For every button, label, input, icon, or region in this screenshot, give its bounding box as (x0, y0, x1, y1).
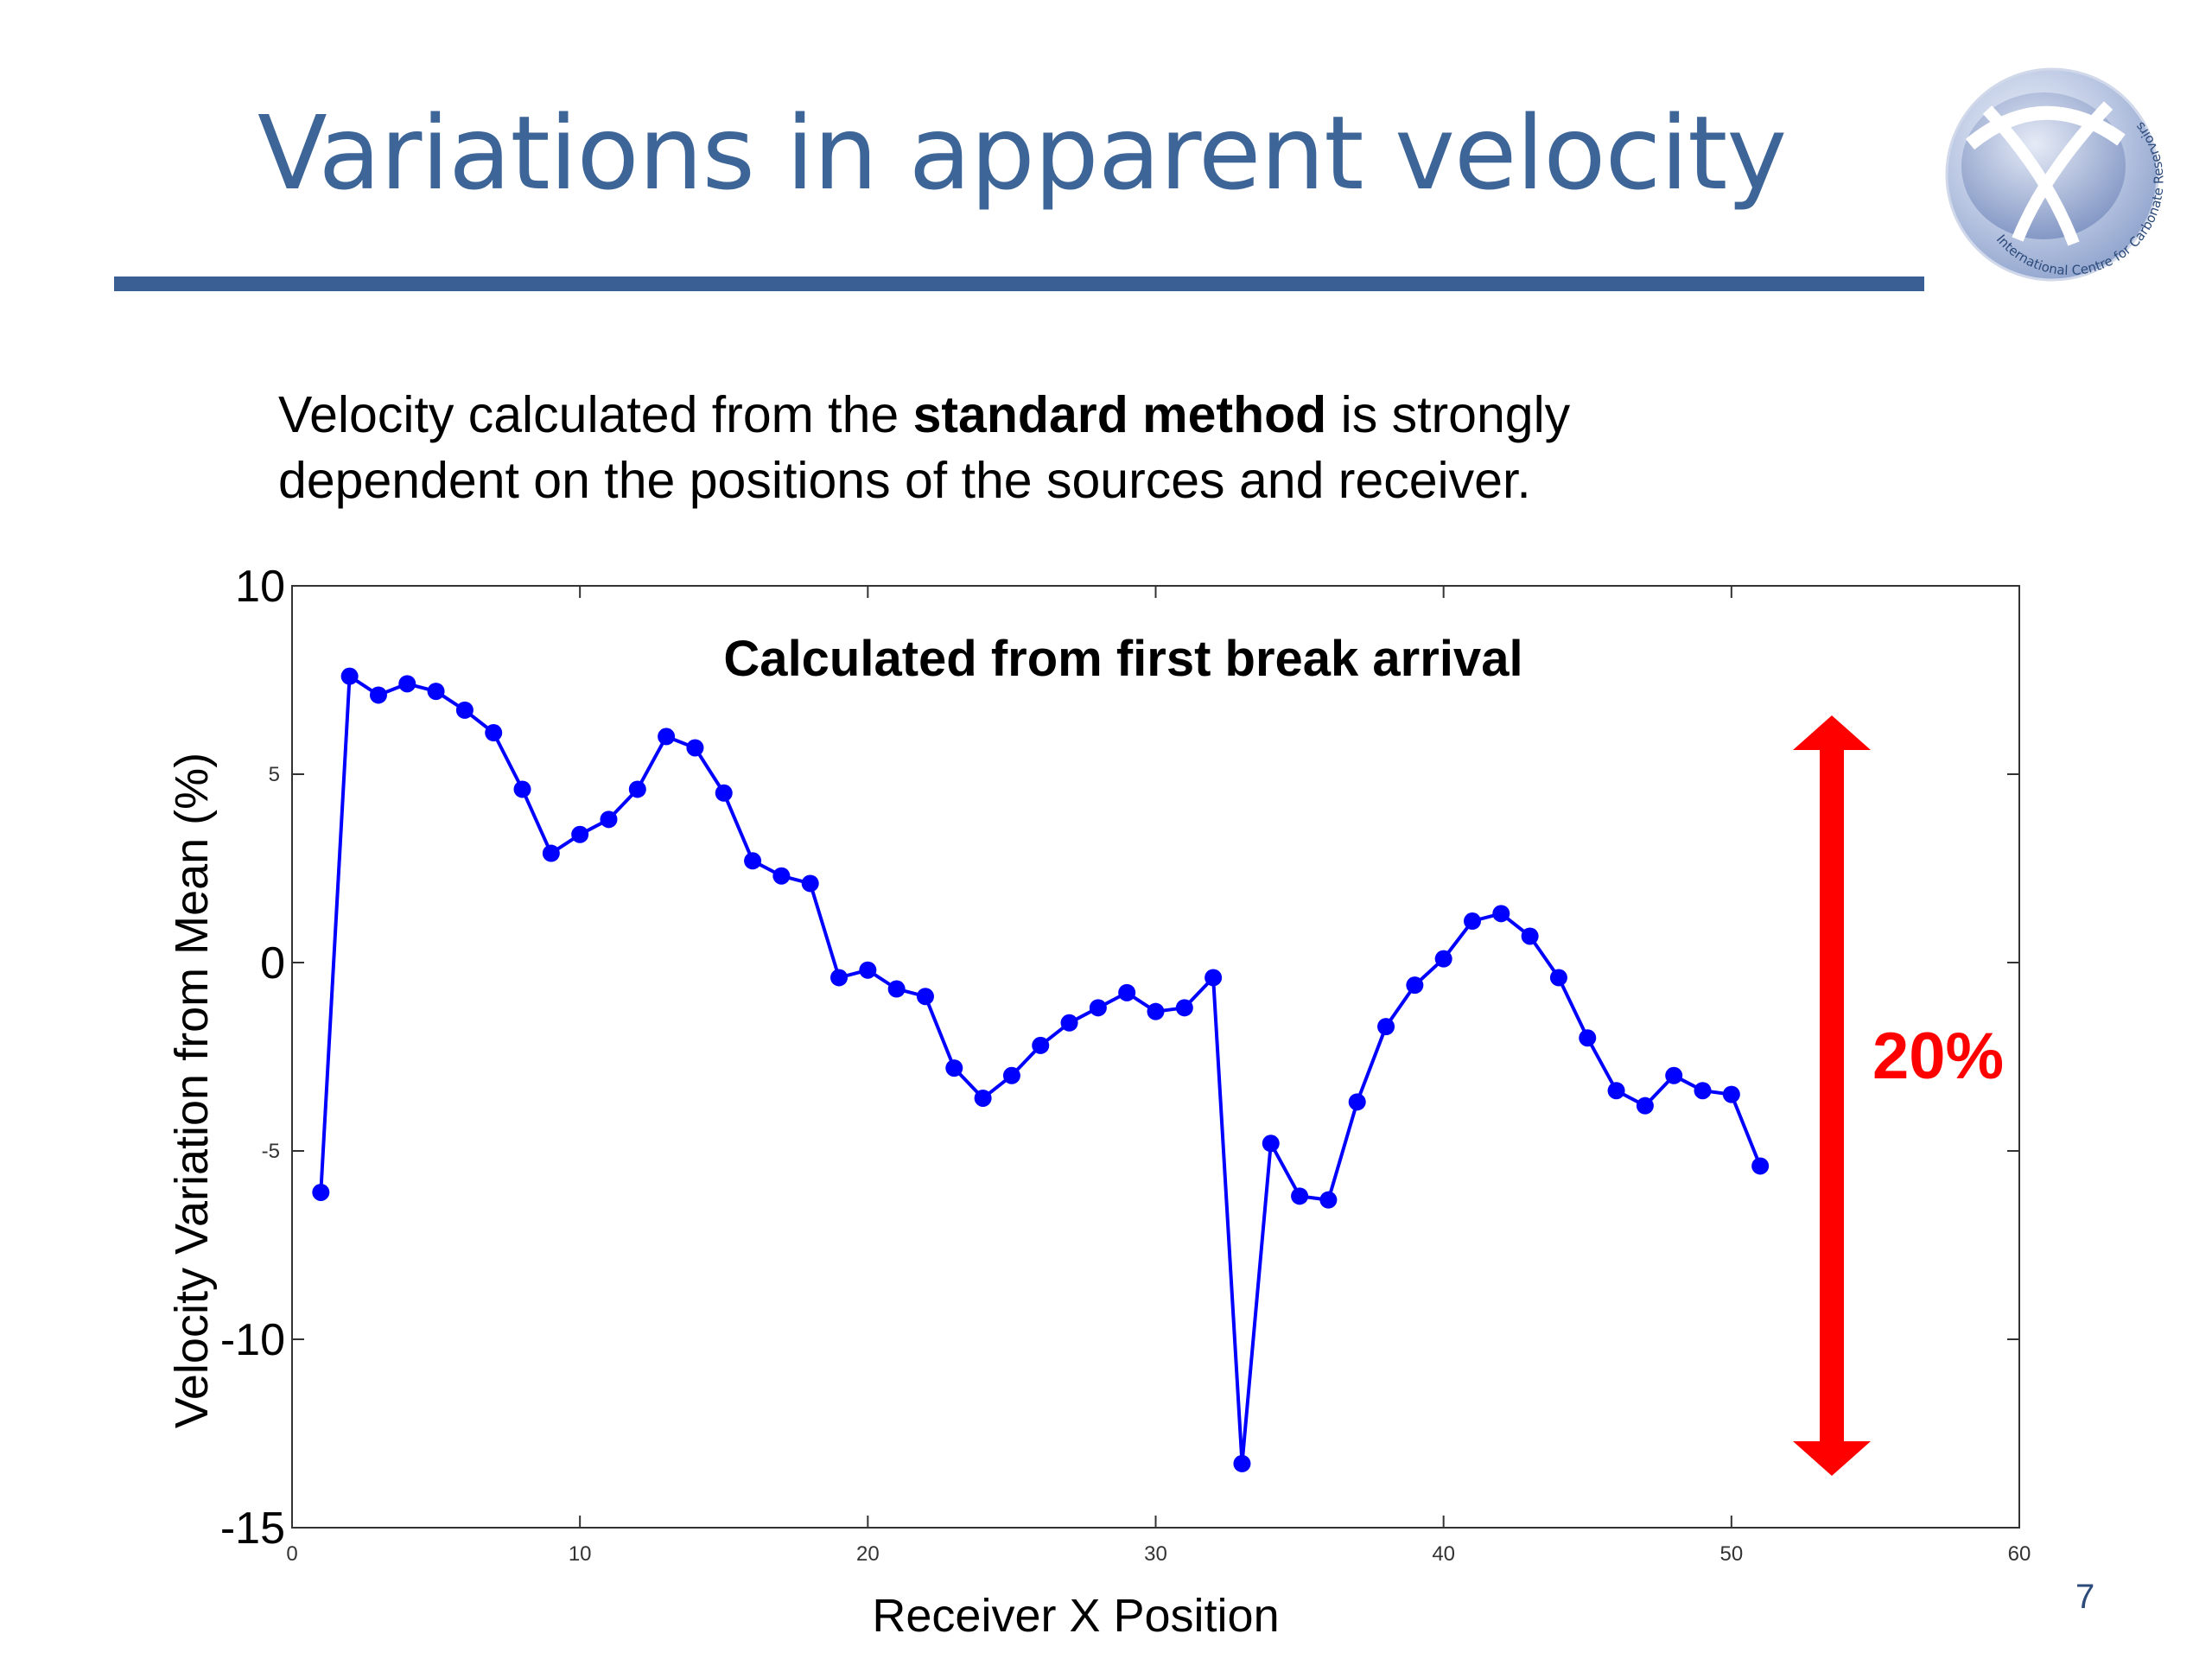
data-point (1118, 983, 1136, 1001)
data-point (369, 686, 387, 704)
range-arrow-shape (1793, 715, 1871, 1476)
y-tick-label: -5 (262, 1140, 280, 1163)
data-point (1492, 905, 1510, 923)
data-point (485, 724, 503, 742)
data-point (1665, 1066, 1683, 1084)
y-tick-label: 10 (235, 562, 285, 612)
data-point (887, 980, 906, 998)
data-point (1434, 950, 1452, 968)
data-point (658, 728, 676, 746)
data-point (945, 1059, 963, 1077)
y-tick-label: 5 (269, 763, 280, 786)
data-point (1147, 1002, 1165, 1020)
data-point (715, 784, 733, 802)
range-arrow (1793, 715, 1871, 1476)
data-point (974, 1089, 992, 1107)
data-point (455, 701, 474, 719)
data-point (1406, 976, 1424, 995)
plot-frame (291, 585, 2020, 1529)
x-tick-label: 40 (1432, 1542, 1455, 1566)
data-point (1549, 969, 1567, 987)
icr-logo: International Centre for Carbonate Reser… (1945, 67, 2167, 282)
data-point (1319, 1191, 1338, 1209)
data-point (1377, 1018, 1395, 1036)
data-point (1607, 1082, 1625, 1100)
series-line (319, 674, 1762, 1465)
data-point (542, 844, 560, 862)
x-tick-label: 10 (569, 1542, 592, 1566)
data-point (600, 810, 618, 829)
data-point (1722, 1085, 1740, 1103)
body-text-post: is strongly (1326, 386, 1571, 443)
data-point (1694, 1082, 1712, 1100)
x-tick-label: 0 (286, 1542, 297, 1566)
data-point (1060, 1014, 1078, 1032)
x-tick-label: 20 (856, 1542, 880, 1566)
axis-ticks (291, 585, 2020, 1529)
data-point (1636, 1096, 1654, 1115)
body-line-1: Velocity calculated from the standard me… (278, 382, 1570, 448)
data-point (1205, 969, 1223, 987)
body-text-pre: Velocity calculated from the (278, 386, 913, 443)
data-point (1751, 1157, 1770, 1175)
series-velocity (312, 667, 1770, 1472)
body-line-2: dependent on the positions of the source… (278, 452, 1531, 509)
data-point (628, 780, 646, 798)
y-tick-label: -15 (220, 1503, 285, 1554)
data-point (1291, 1187, 1309, 1205)
data-point (427, 683, 445, 701)
data-point (1002, 1066, 1020, 1084)
data-point (1521, 927, 1539, 945)
data-point (772, 867, 791, 885)
y-axis-label: Velocity Variation from Mean (%) (166, 753, 218, 1428)
data-point (513, 780, 531, 798)
data-point (1262, 1135, 1280, 1153)
data-point (1579, 1029, 1597, 1047)
data-point (1463, 912, 1481, 931)
x-tick-label: 50 (1719, 1542, 1743, 1566)
title-underline (114, 276, 1924, 291)
slide-title: Variations in apparent velocity (257, 93, 1787, 213)
data-point (859, 961, 877, 979)
data-point (830, 969, 849, 987)
data-point (801, 874, 819, 893)
data-point (312, 1183, 330, 1201)
data-point (1089, 999, 1107, 1017)
data-point (744, 852, 762, 870)
data-point (1032, 1036, 1050, 1054)
body-text-bold: standard method (912, 386, 1327, 443)
data-point (1175, 999, 1193, 1017)
data-point (571, 825, 589, 843)
y-tick-label: 0 (260, 938, 285, 988)
data-point (1348, 1093, 1366, 1111)
body-text: Velocity calculated from the standard me… (278, 382, 1570, 513)
x-tick-label: 60 (2008, 1542, 2031, 1566)
data-point (916, 988, 934, 1006)
range-annotation: 20% (1872, 1020, 2004, 1093)
data-point (398, 675, 416, 693)
y-tick-label: -10 (220, 1315, 285, 1365)
data-point (1233, 1454, 1251, 1472)
page-number: 7 (2075, 1578, 2095, 1616)
x-tick-label: 30 (1144, 1542, 1167, 1566)
data-point (340, 667, 359, 685)
x-axis-label: Receiver X Position (872, 1590, 1279, 1642)
chart-title: Calculated from first break arrival (723, 631, 1522, 687)
data-point (686, 739, 704, 757)
